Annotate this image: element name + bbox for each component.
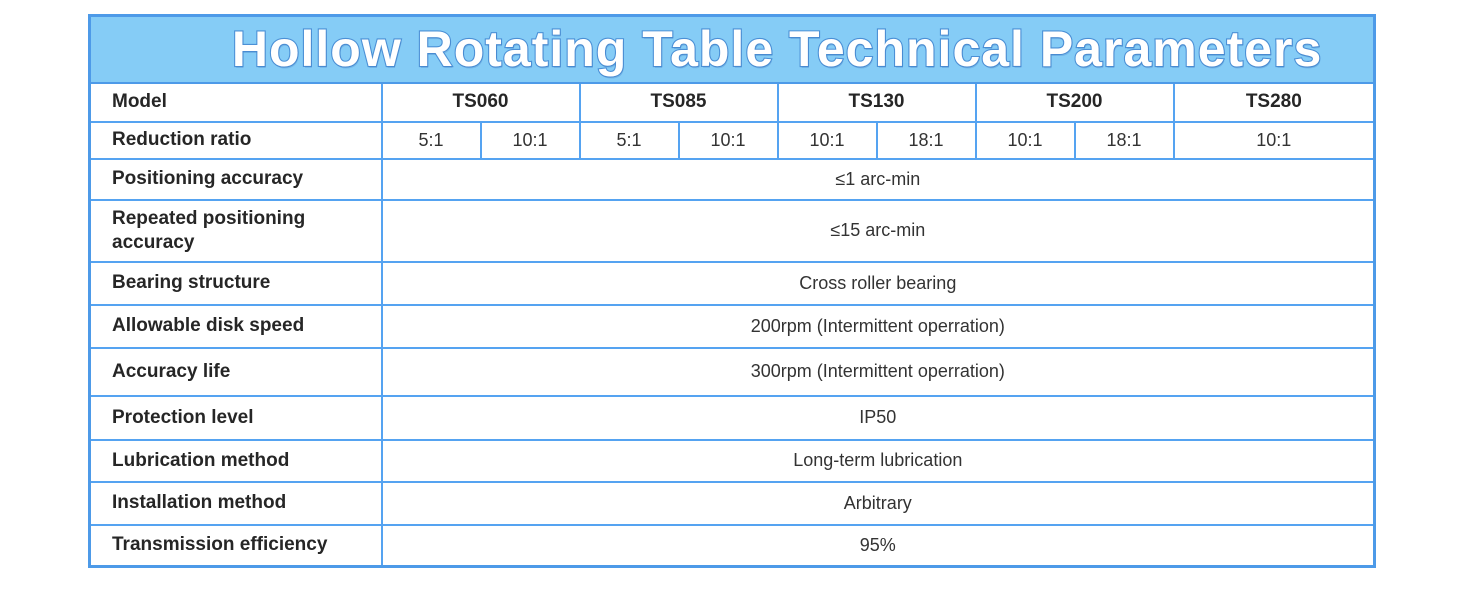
row-label: Repeated positioning accuracy [88, 198, 383, 263]
reduction-ratio-row: Reduction ratio 5:1 10:1 5:1 10:1 10:1 1… [88, 120, 1376, 160]
title-banner: Hollow Rotating Table Technical Paramete… [88, 14, 1376, 84]
spec-value: IP50 [380, 394, 1376, 441]
spec-value: Arbitrary [380, 480, 1376, 526]
spec-row-allowable-disk-speed: Allowable disk speed 200rpm (Intermitten… [88, 303, 1376, 349]
spec-row-lubrication-method: Lubrication method Long-term lubrication [88, 438, 1376, 483]
spec-row-accuracy-life: Accuracy life 300rpm (Intermittent operr… [88, 346, 1376, 397]
spec-row-positioning-accuracy: Positioning accuracy ≤1 arc-min [88, 157, 1376, 201]
spec-value: 200rpm (Intermittent operration) [380, 303, 1376, 349]
model-row: Model TS060 TS085 TS130 TS200 TS280 [88, 81, 1376, 123]
model-cell-ts280: TS280 [1172, 81, 1376, 123]
banner-row: Hollow Rotating Table Technical Paramete… [88, 14, 1376, 84]
spec-row-installation-method: Installation method Arbitrary [88, 480, 1376, 526]
page-title: Hollow Rotating Table Technical Paramete… [231, 20, 1323, 78]
spec-table: Hollow Rotating Table Technical Paramete… [88, 14, 1377, 568]
ratio-cell: 10:1 [479, 120, 581, 160]
row-label: Installation method [88, 480, 383, 526]
model-cell-ts200: TS200 [974, 81, 1175, 123]
ratio-cell: 10:1 [1172, 120, 1376, 160]
spec-value: ≤15 arc-min [380, 198, 1376, 263]
spec-value: ≤1 arc-min [380, 157, 1376, 201]
ratio-cell: 5:1 [380, 120, 482, 160]
spec-row-transmission-efficiency: Transmission efficiency 95% [88, 523, 1376, 568]
ratio-cell: 18:1 [1073, 120, 1175, 160]
spec-value: 300rpm (Intermittent operration) [380, 346, 1376, 397]
ratio-cell: 18:1 [875, 120, 977, 160]
row-label-reduction-ratio: Reduction ratio [88, 120, 383, 160]
spec-value: Cross roller bearing [380, 260, 1376, 306]
row-label-model: Model [88, 81, 383, 123]
row-label: Protection level [88, 394, 383, 441]
ratio-cell: 10:1 [776, 120, 878, 160]
spec-row-bearing-structure: Bearing structure Cross roller bearing [88, 260, 1376, 306]
row-label: Transmission efficiency [88, 523, 383, 568]
spec-value: 95% [380, 523, 1376, 568]
row-label: Lubrication method [88, 438, 383, 483]
model-cell-ts130: TS130 [776, 81, 977, 123]
row-label: Positioning accuracy [88, 157, 383, 201]
model-cell-ts085: TS085 [578, 81, 779, 123]
row-label: Allowable disk speed [88, 303, 383, 349]
ratio-cell: 10:1 [677, 120, 779, 160]
ratio-cell: 10:1 [974, 120, 1076, 160]
row-label: Bearing structure [88, 260, 383, 306]
model-cell-ts060: TS060 [380, 81, 581, 123]
spec-value: Long-term lubrication [380, 438, 1376, 483]
spec-row-repeated-positioning-accuracy: Repeated positioning accuracy ≤15 arc-mi… [88, 198, 1376, 263]
spec-row-protection-level: Protection level IP50 [88, 394, 1376, 441]
ratio-cell: 5:1 [578, 120, 680, 160]
row-label: Accuracy life [88, 346, 383, 397]
